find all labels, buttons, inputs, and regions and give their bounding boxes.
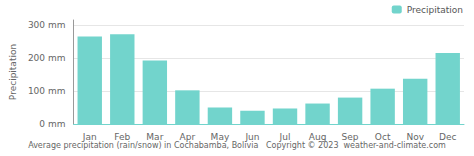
svg-text:Feb: Feb (114, 131, 131, 142)
svg-text:Sep: Sep (341, 131, 359, 142)
svg-text:0 mm: 0 mm (39, 119, 65, 129)
svg-text:Jan: Jan (82, 131, 97, 142)
svg-text:Aug: Aug (308, 131, 327, 142)
svg-text:Mar: Mar (146, 131, 164, 142)
svg-text:May: May (210, 131, 230, 142)
svg-text:Precipitation: Precipitation (8, 44, 18, 100)
svg-text:Precipitation: Precipitation (407, 5, 463, 15)
svg-text:300 mm: 300 mm (28, 20, 66, 30)
svg-text:Nov: Nov (406, 131, 424, 142)
svg-text:200 mm: 200 mm (28, 53, 66, 63)
svg-text:Jun: Jun (245, 131, 260, 142)
svg-text:Dec: Dec (439, 131, 457, 142)
svg-text:100 mm: 100 mm (28, 86, 66, 96)
svg-text:Jul: Jul (279, 131, 291, 142)
svg-text:Apr: Apr (179, 131, 196, 142)
svg-text:Oct: Oct (374, 131, 391, 142)
svg-text:Average precipitation (rain/sn: Average precipitation (rain/snow) in Coc… (28, 141, 446, 150)
